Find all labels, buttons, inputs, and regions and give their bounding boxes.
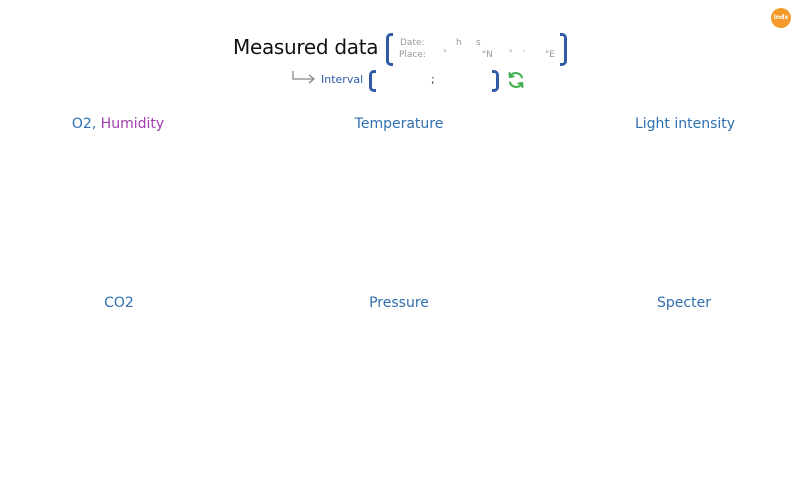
indx-logo: Indx: [771, 8, 791, 28]
interval-separator: ;: [431, 73, 435, 86]
place-degree-2: °: [509, 49, 513, 57]
place-east: "E: [545, 50, 555, 60]
panel-title-co2: CO2: [104, 295, 134, 311]
interval-bracket-right: [492, 70, 499, 92]
place-minute: ': [523, 49, 525, 57]
info-bracket-right: [560, 33, 567, 66]
humidity-label: Humidity: [100, 116, 165, 132]
indent-arrow-icon: [292, 71, 316, 84]
date-hours-unit: h: [456, 38, 462, 48]
date-seconds-unit: s: [476, 38, 481, 48]
interval-bracket-left: [369, 70, 376, 92]
panel-title-temperature: Temperature: [354, 116, 444, 132]
panel-title-o2-humidity: O2, Humidity: [8, 116, 228, 132]
interval-label: Interval: [321, 73, 364, 86]
refresh-icon[interactable]: [506, 70, 526, 90]
place-degree-1: °: [443, 49, 447, 57]
place-label: Place:: [399, 50, 426, 60]
page-title: Measured data: [233, 35, 379, 59]
date-label: Date:: [400, 38, 425, 48]
info-bracket-left: [386, 33, 393, 66]
panel-title-light-intensity: Light intensity: [634, 116, 736, 132]
place-north: "N: [482, 50, 493, 60]
o2-label: O2,: [71, 116, 97, 132]
panel-title-pressure: Pressure: [369, 295, 429, 311]
panel-title-specter: Specter: [657, 295, 711, 311]
